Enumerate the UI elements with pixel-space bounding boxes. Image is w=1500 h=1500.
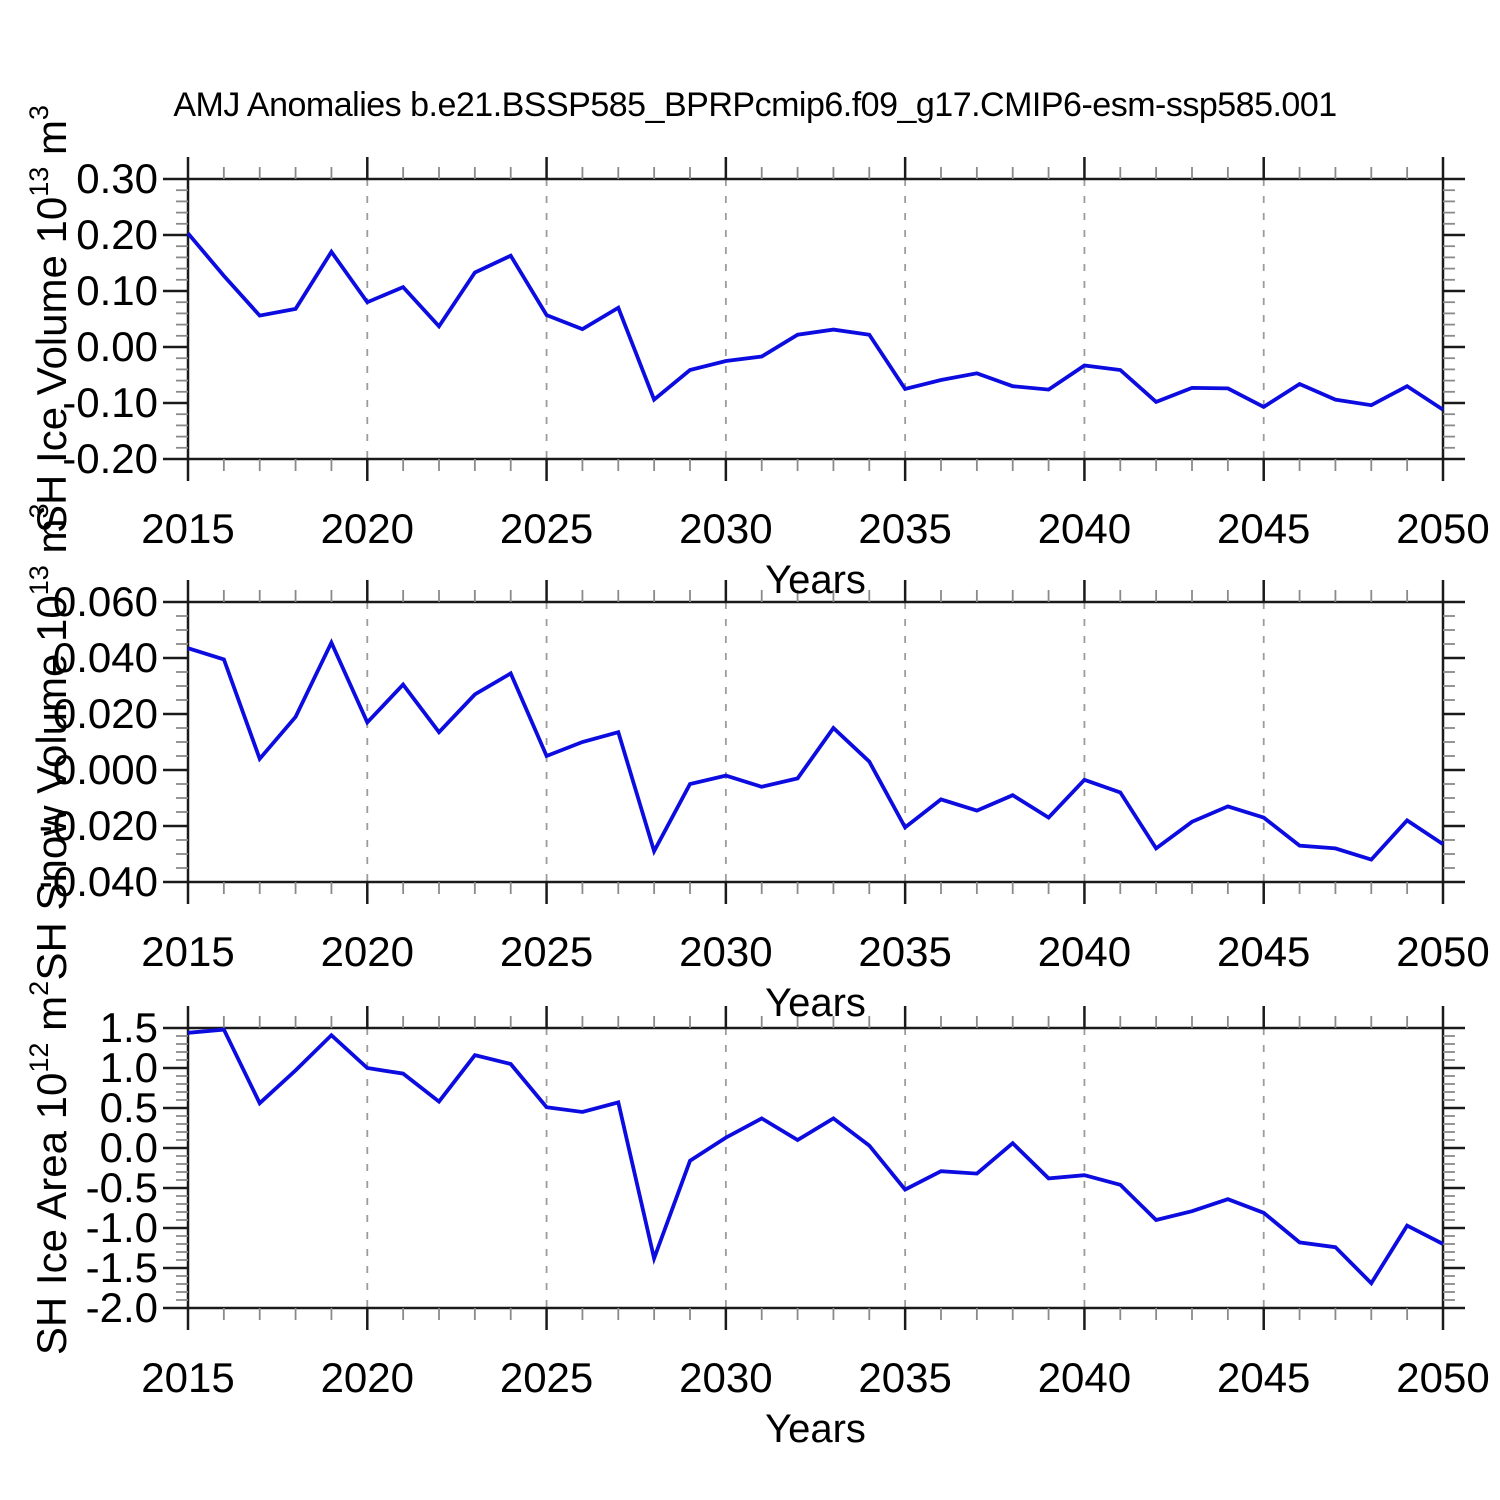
y-tick-label: 0.00: [76, 323, 158, 370]
x-tick-label: 2040: [1037, 1354, 1132, 1401]
y-axis-title: SH Ice Area 1012 m2: [24, 980, 75, 1356]
y-tick-label: -2.0: [85, 1284, 158, 1331]
x-tick-label: 2025: [499, 928, 594, 975]
y-tick-label: 1.5: [99, 1004, 158, 1051]
x-tick-label: 2020: [320, 928, 414, 975]
y-tick-label: 0.000: [52, 746, 158, 793]
y-tick-label: 1.0: [99, 1044, 158, 1091]
y-tick-label: -1.0: [85, 1204, 158, 1251]
y-axis-title: SH Snow Volume 1013 m3: [24, 503, 75, 981]
figure-title: AMJ Anomalies b.e21.BSSP585_BPRPcmip6.f0…: [173, 86, 1337, 124]
y-tick-label: 0.30: [76, 155, 158, 202]
x-tick-label: 2050: [1396, 928, 1490, 975]
x-tick-label: 2015: [141, 1354, 235, 1401]
x-tick-label: 2045: [1216, 1354, 1311, 1401]
x-tick-label: 2015: [141, 928, 235, 975]
x-tick-label: 2030: [679, 928, 773, 975]
x-axis-title: Years: [765, 1407, 866, 1451]
x-tick-label: 2040: [1037, 928, 1132, 975]
x-tick-label: 2040: [1037, 505, 1132, 552]
y-tick-label: -0.10: [62, 379, 158, 426]
y-tick-label: 0.040: [52, 634, 158, 681]
x-tick-label: 2020: [320, 1354, 414, 1401]
x-tick-label: 2050: [1396, 505, 1490, 552]
x-tick-label: 2025: [499, 505, 594, 552]
x-axis-title: Years: [765, 558, 866, 602]
x-tick-label: 2030: [679, 1354, 773, 1401]
x-tick-label: 2045: [1216, 928, 1311, 975]
x-tick-label: 2050: [1396, 1354, 1490, 1401]
x-tick-label: 2035: [858, 928, 952, 975]
x-tick-label: 2045: [1216, 505, 1311, 552]
x-tick-label: 2025: [499, 1354, 594, 1401]
series-line-panel-3: [187, 1027, 1444, 1287]
x-tick-label: 2015: [141, 505, 235, 552]
y-tick-label: -0.5: [85, 1164, 158, 1211]
x-tick-label: 2020: [320, 505, 414, 552]
series-line-panel-2: [187, 638, 1445, 862]
x-axis-title: Years: [765, 981, 866, 1025]
x-tick-label: 2030: [679, 505, 773, 552]
y-tick-label: -0.040: [38, 858, 158, 905]
y-tick-label: 0.20: [76, 211, 158, 258]
y-tick-label: 0.0: [99, 1124, 158, 1171]
series-line-panel-1: [186, 232, 1445, 412]
y-tick-label: 0.060: [52, 578, 158, 625]
y-tick-label: -0.020: [38, 802, 158, 849]
y-tick-label: 0.020: [52, 690, 158, 737]
y-tick-label: 0.5: [99, 1084, 158, 1131]
y-tick-label: 0.10: [76, 267, 158, 314]
x-tick-label: 2035: [858, 505, 952, 552]
y-axis-title: SH Ice Volume 1013 m3: [24, 105, 75, 533]
y-tick-label: -1.5: [85, 1244, 158, 1291]
x-tick-label: 2035: [858, 1354, 952, 1401]
y-tick-label: -0.20: [62, 435, 158, 482]
